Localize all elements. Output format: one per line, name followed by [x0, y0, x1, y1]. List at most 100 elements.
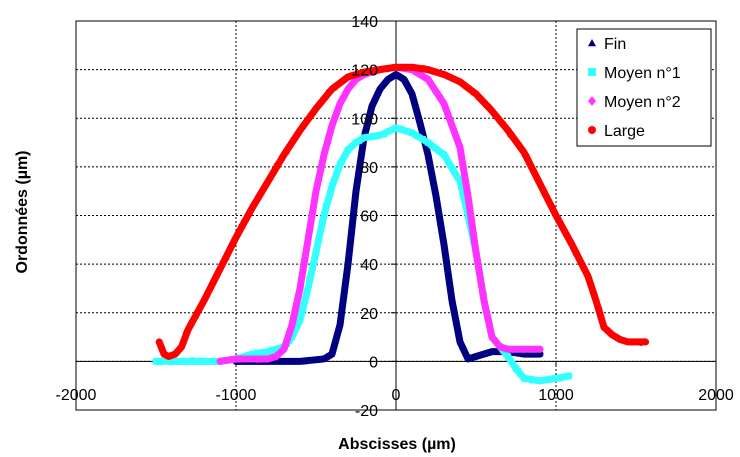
data-marker — [339, 305, 345, 311]
data-marker — [340, 297, 347, 302]
data-marker — [398, 125, 404, 131]
data-marker — [354, 177, 360, 183]
data-marker — [476, 273, 482, 280]
data-marker — [350, 226, 356, 231]
data-marker — [221, 259, 227, 266]
data-marker — [381, 132, 388, 138]
data-marker — [462, 199, 468, 205]
data-point — [536, 345, 544, 354]
data-marker — [312, 356, 318, 362]
data-marker — [279, 156, 285, 163]
data-marker — [277, 358, 283, 364]
data-marker — [342, 290, 348, 295]
data-marker — [349, 143, 355, 149]
data-marker — [348, 236, 354, 241]
data-point — [320, 150, 328, 159]
data-marker — [301, 265, 307, 272]
y-tick-label: -20 — [355, 403, 378, 420]
data-marker — [270, 346, 276, 352]
data-marker — [430, 179, 436, 185]
data-marker — [302, 258, 309, 265]
data-marker — [364, 69, 371, 76]
data-marker — [372, 98, 378, 104]
data-marker — [180, 357, 186, 363]
data-point — [552, 375, 560, 382]
y-tick-label: 40 — [360, 257, 378, 274]
data-marker — [237, 356, 243, 363]
data-marker — [202, 294, 209, 300]
data-marker — [406, 128, 412, 135]
data-marker — [454, 324, 461, 329]
data-marker — [344, 277, 350, 283]
data-marker — [328, 127, 334, 134]
data-marker — [333, 174, 339, 180]
data-marker — [313, 254, 319, 261]
data-marker — [460, 187, 466, 193]
data-marker — [473, 252, 479, 259]
data-marker — [348, 233, 354, 239]
data-marker — [235, 231, 241, 237]
data-marker — [486, 324, 492, 331]
data-marker — [342, 282, 348, 288]
data-marker — [315, 178, 322, 185]
data-marker — [274, 346, 280, 352]
data-marker — [269, 171, 276, 178]
data-point — [424, 151, 432, 158]
data-marker — [317, 356, 323, 361]
data-marker — [169, 359, 175, 366]
data-marker — [301, 306, 307, 312]
data-marker — [447, 287, 453, 292]
data-marker — [437, 213, 443, 219]
legend: Fin Moyen n°1 Moyen n°2 Large — [576, 28, 712, 147]
data-marker — [466, 86, 472, 92]
data-point — [360, 134, 368, 141]
data-point — [296, 316, 304, 324]
data-marker — [338, 309, 345, 315]
data-marker — [332, 85, 338, 91]
data-marker — [445, 260, 451, 266]
data-marker — [299, 268, 305, 276]
data-marker — [306, 280, 312, 287]
data-marker — [479, 291, 486, 299]
data-marker — [357, 160, 364, 166]
data-marker — [210, 281, 216, 287]
data-marker — [298, 308, 304, 315]
data-marker — [458, 155, 464, 162]
data-marker — [472, 241, 478, 249]
data-marker — [341, 78, 347, 84]
data-marker — [241, 355, 247, 363]
data-point — [344, 146, 352, 154]
data-marker — [529, 352, 535, 357]
data-marker — [347, 84, 353, 91]
data-marker — [322, 142, 329, 149]
data-marker — [402, 128, 408, 134]
data-marker — [482, 352, 488, 358]
data-marker — [295, 297, 301, 304]
legend-label: Fin — [604, 36, 626, 53]
data-marker — [430, 184, 437, 189]
data-marker — [331, 348, 337, 354]
data-marker — [545, 196, 551, 202]
data-marker — [415, 111, 421, 116]
data-point — [536, 350, 544, 357]
data-point — [472, 90, 480, 98]
data-marker — [366, 135, 372, 141]
data-marker — [447, 282, 453, 288]
data-point — [328, 121, 336, 130]
data-marker — [283, 337, 289, 344]
y-tick-label: 120 — [351, 63, 378, 80]
data-point — [432, 192, 440, 199]
data-marker — [224, 255, 230, 262]
data-marker — [310, 265, 316, 271]
data-marker — [192, 313, 198, 319]
data-point — [328, 183, 336, 190]
data-marker — [331, 177, 337, 184]
data-marker — [206, 358, 212, 365]
data-marker — [326, 194, 332, 201]
data-marker — [335, 326, 342, 331]
data-marker — [476, 269, 482, 276]
data-marker — [238, 222, 244, 229]
data-marker — [214, 274, 220, 280]
data-marker — [429, 167, 435, 172]
data-point — [296, 358, 304, 364]
